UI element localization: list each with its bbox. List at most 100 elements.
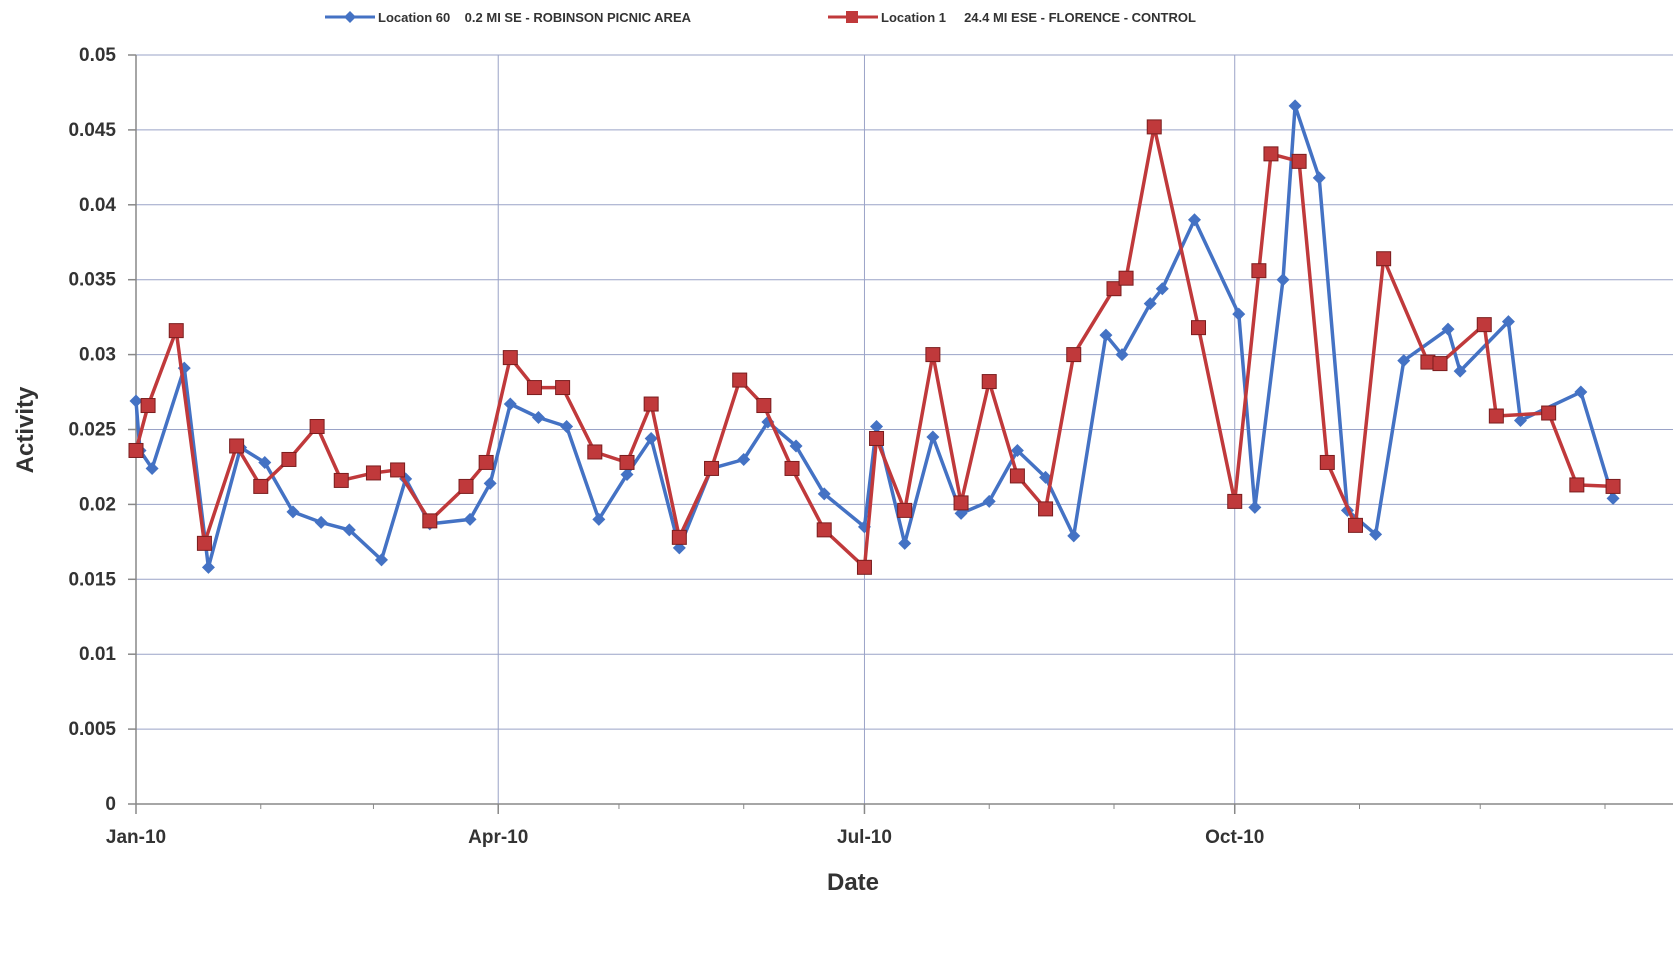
data-point-diamond — [531, 411, 545, 425]
data-point-diamond — [314, 515, 328, 529]
data-point-diamond — [1039, 470, 1053, 484]
y-tick-label: 0.04 — [79, 195, 116, 216]
data-point-square — [281, 451, 297, 467]
data-point-diamond — [463, 512, 477, 526]
data-point-diamond — [1010, 443, 1024, 457]
x-minor-ticks — [260, 804, 1606, 809]
data-point-diamond — [375, 553, 389, 567]
data-point-square — [1476, 317, 1492, 333]
data-point-diamond — [982, 494, 996, 508]
data-point-square — [1605, 478, 1621, 494]
data-point-diamond — [1288, 99, 1302, 113]
data-point-diamond — [1453, 364, 1467, 378]
x-tick-label: Jul-10 — [837, 827, 892, 848]
y-axis-title: Activity — [12, 386, 39, 473]
data-point-square — [555, 380, 571, 396]
data-point-diamond — [1574, 385, 1588, 399]
axes — [135, 55, 1673, 805]
y-tick-label: 0.005 — [68, 719, 116, 740]
y-tick-label: 0.05 — [79, 45, 116, 66]
data-point-square — [140, 398, 156, 414]
legend-item-location-1: Location 1 24.4 MI ESE - FLORENCE - CONT… — [828, 10, 1196, 25]
data-point-square — [619, 454, 635, 470]
data-point-diamond — [1369, 527, 1383, 541]
legend-marker-square — [846, 11, 858, 23]
data-point-square — [333, 472, 349, 488]
data-point-diamond — [870, 420, 884, 434]
data-point-diamond — [898, 536, 912, 550]
data-point-square — [1541, 405, 1557, 421]
data-point-square — [925, 347, 941, 363]
data-point-square — [1227, 493, 1243, 509]
data-point-square — [1146, 119, 1162, 135]
series-layer — [128, 99, 1621, 575]
data-point-diamond — [817, 487, 831, 501]
y-tick-labels: 0 0.005 0.01 0.015 0.02 0.025 0.03 0.035 0.04 0.0… — [68, 45, 116, 815]
data-point-diamond — [620, 467, 634, 481]
data-point-diamond — [1513, 414, 1527, 428]
data-point-square — [390, 462, 406, 478]
data-point-diamond — [560, 420, 574, 434]
data-point-square — [643, 396, 659, 412]
legend-label-location-1: Location 1 24.4 MI ESE - FLORENCE - CONT… — [881, 10, 1196, 25]
data-point-square — [704, 460, 720, 476]
data-point-square — [1291, 153, 1307, 169]
data-point-square — [1263, 146, 1279, 162]
y-tick-label: 0.025 — [68, 420, 116, 441]
data-point-square — [1106, 281, 1122, 297]
data-point-square — [502, 350, 518, 366]
y-tick-label: 0.015 — [68, 569, 116, 590]
data-point-diamond — [1501, 315, 1515, 329]
data-point-square — [128, 442, 144, 458]
data-point-square — [422, 513, 438, 529]
data-point-diamond — [1606, 491, 1620, 505]
y-tick-label: 0.03 — [79, 345, 116, 366]
data-point-square — [1347, 517, 1363, 533]
data-point-diamond — [342, 523, 356, 537]
data-point-diamond — [592, 512, 606, 526]
data-point-square — [309, 419, 325, 435]
data-point-square — [1191, 320, 1207, 336]
y-tick-label: 0.035 — [68, 270, 116, 291]
x-tick-label: Jan-10 — [106, 827, 166, 848]
data-point-square — [1038, 501, 1054, 517]
data-point-square — [1432, 356, 1448, 372]
data-point-diamond — [737, 452, 751, 466]
data-point-square — [1118, 270, 1134, 286]
data-point-diamond — [789, 439, 803, 453]
data-point-diamond — [1441, 322, 1455, 336]
data-point-square — [1376, 251, 1392, 267]
data-point-square — [1319, 454, 1335, 470]
data-point-square — [1569, 477, 1585, 493]
data-point-diamond — [1099, 328, 1113, 342]
data-point-square — [1066, 347, 1082, 363]
data-point-diamond — [145, 461, 159, 475]
data-point-diamond — [1143, 297, 1157, 311]
data-point-diamond — [1276, 273, 1290, 287]
series-line — [134, 125, 1614, 570]
data-point-square — [756, 398, 772, 414]
series-location-1 — [128, 119, 1621, 575]
data-point-square — [253, 478, 269, 494]
data-point-diamond — [1397, 354, 1411, 368]
x-tick-label: Apr-10 — [468, 827, 528, 848]
gridlines — [128, 54, 1673, 814]
data-point-square — [587, 444, 603, 460]
data-point-square — [732, 372, 748, 388]
y-tick-label: 0.01 — [79, 644, 116, 665]
data-point-square — [816, 522, 832, 538]
data-point-square — [1009, 468, 1025, 484]
legend: Location 60 0.2 MI SE - ROBINSON PICNIC … — [325, 10, 1196, 25]
data-point-square — [229, 438, 245, 454]
data-point-square — [458, 478, 474, 494]
data-point-square — [671, 529, 687, 545]
data-point-diamond — [1248, 500, 1262, 514]
data-point-square — [869, 430, 885, 446]
series-location-60 — [129, 99, 1620, 574]
data-point-square — [1251, 263, 1267, 279]
data-point-square — [478, 454, 494, 470]
data-point-diamond — [1155, 282, 1169, 296]
series-line — [134, 104, 1615, 570]
y-tick-label: 0.045 — [68, 120, 116, 141]
